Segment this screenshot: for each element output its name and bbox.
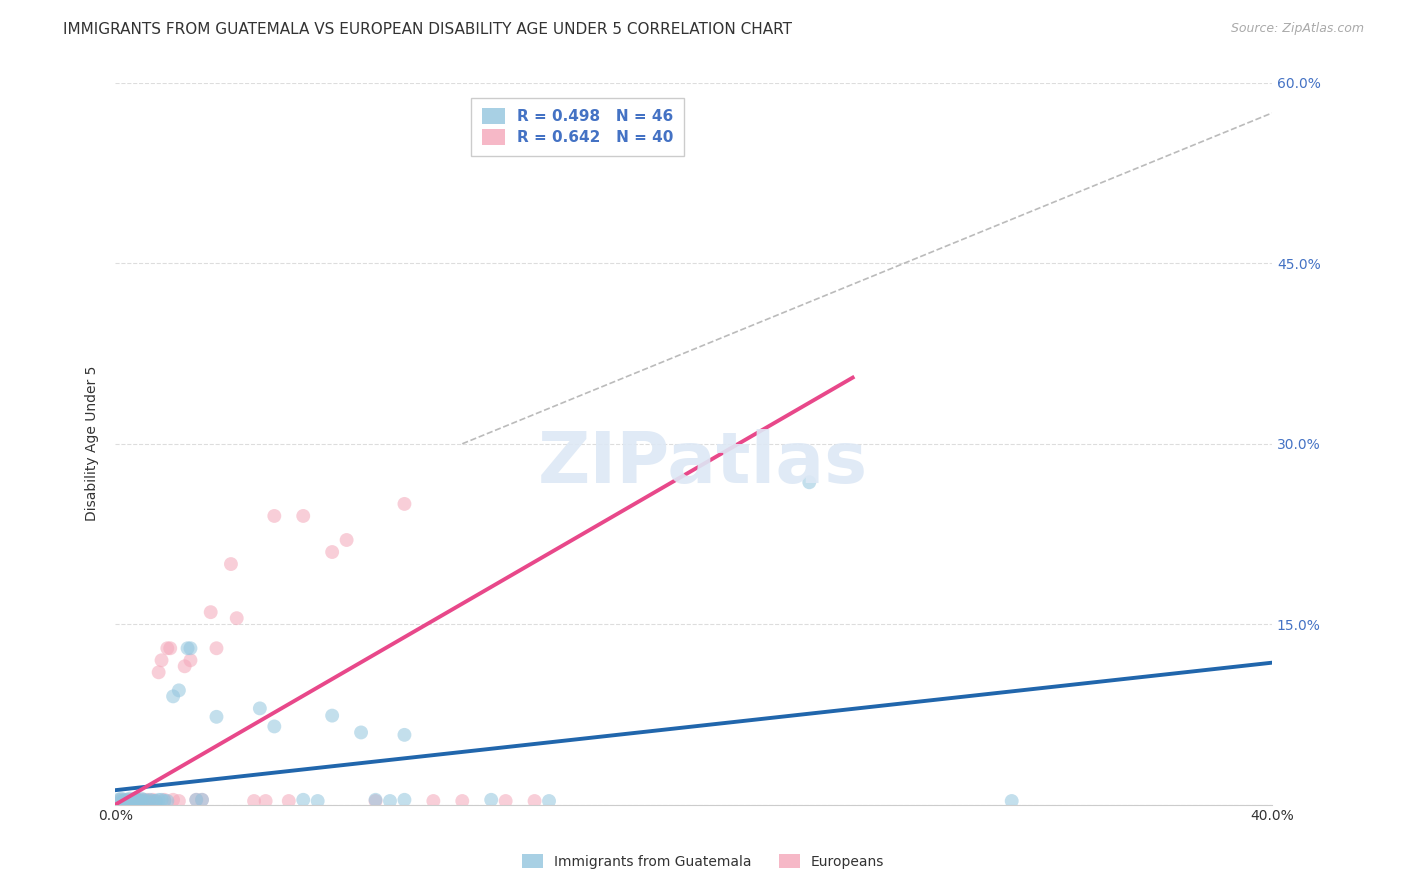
Point <box>167 683 190 698</box>
Point <box>118 791 141 805</box>
Point <box>191 793 214 807</box>
Point <box>263 508 285 523</box>
Point <box>127 793 149 807</box>
Point <box>107 793 129 807</box>
Point <box>350 725 373 739</box>
Point <box>254 794 277 808</box>
Point <box>292 793 315 807</box>
Point <box>176 641 198 656</box>
Point <box>179 641 201 656</box>
Point <box>124 793 146 807</box>
Legend: R = 0.498   N = 46, R = 0.642   N = 40: R = 0.498 N = 46, R = 0.642 N = 40 <box>471 98 685 156</box>
Point <box>173 659 195 673</box>
Point <box>219 557 242 571</box>
Point <box>121 794 143 808</box>
Point <box>127 794 149 808</box>
Point <box>394 728 416 742</box>
Point <box>378 794 401 808</box>
Point <box>162 690 184 704</box>
Point <box>205 710 228 724</box>
Point <box>129 791 152 805</box>
Point <box>110 794 132 808</box>
Point <box>136 793 159 807</box>
Point <box>243 794 266 808</box>
Point <box>1001 794 1024 808</box>
Point <box>191 793 214 807</box>
Point <box>129 794 152 808</box>
Text: IMMIGRANTS FROM GUATEMALA VS EUROPEAN DISABILITY AGE UNDER 5 CORRELATION CHART: IMMIGRANTS FROM GUATEMALA VS EUROPEAN DI… <box>63 22 792 37</box>
Point <box>115 794 138 808</box>
Point <box>523 794 546 808</box>
Point <box>537 794 560 808</box>
Text: ZIPatlas: ZIPatlas <box>538 429 868 499</box>
Point <box>112 794 135 808</box>
Point <box>321 708 343 723</box>
Point <box>179 653 201 667</box>
Y-axis label: Disability Age Under 5: Disability Age Under 5 <box>86 366 100 522</box>
Point <box>225 611 247 625</box>
Point <box>150 793 173 807</box>
Point <box>142 793 165 807</box>
Point <box>277 794 299 808</box>
Point <box>451 794 474 808</box>
Point <box>129 793 152 807</box>
Point <box>121 793 143 807</box>
Point <box>153 793 176 807</box>
Point <box>292 508 315 523</box>
Point <box>167 794 190 808</box>
Point <box>127 794 149 808</box>
Point <box>134 794 156 808</box>
Point <box>118 793 141 807</box>
Point <box>139 793 162 807</box>
Point <box>156 794 179 808</box>
Point <box>205 641 228 656</box>
Point <box>422 794 444 808</box>
Point <box>263 719 285 733</box>
Point <box>186 793 208 807</box>
Point <box>136 794 159 808</box>
Point <box>153 794 176 808</box>
Point <box>364 793 387 807</box>
Point <box>112 793 135 807</box>
Point <box>124 793 146 807</box>
Point <box>110 793 132 807</box>
Point <box>159 641 181 656</box>
Point <box>118 794 141 808</box>
Point <box>249 701 271 715</box>
Point <box>156 641 179 656</box>
Point <box>115 793 138 807</box>
Point <box>479 793 502 807</box>
Point <box>200 605 222 619</box>
Point <box>145 794 167 808</box>
Point <box>150 653 173 667</box>
Point <box>394 793 416 807</box>
Point <box>321 545 343 559</box>
Point <box>394 497 416 511</box>
Point <box>148 793 170 807</box>
Point <box>110 791 132 805</box>
Point <box>495 794 517 808</box>
Point <box>139 794 162 808</box>
Text: Source: ZipAtlas.com: Source: ZipAtlas.com <box>1230 22 1364 36</box>
Point <box>134 793 156 807</box>
Point <box>145 794 167 808</box>
Legend: Immigrants from Guatemala, Europeans: Immigrants from Guatemala, Europeans <box>516 848 890 874</box>
Point <box>336 533 359 547</box>
Point <box>124 791 146 805</box>
Point <box>799 475 821 490</box>
Point <box>364 794 387 808</box>
Point <box>186 793 208 807</box>
Point <box>142 794 165 808</box>
Point <box>307 794 329 808</box>
Point <box>162 793 184 807</box>
Point <box>148 665 170 680</box>
